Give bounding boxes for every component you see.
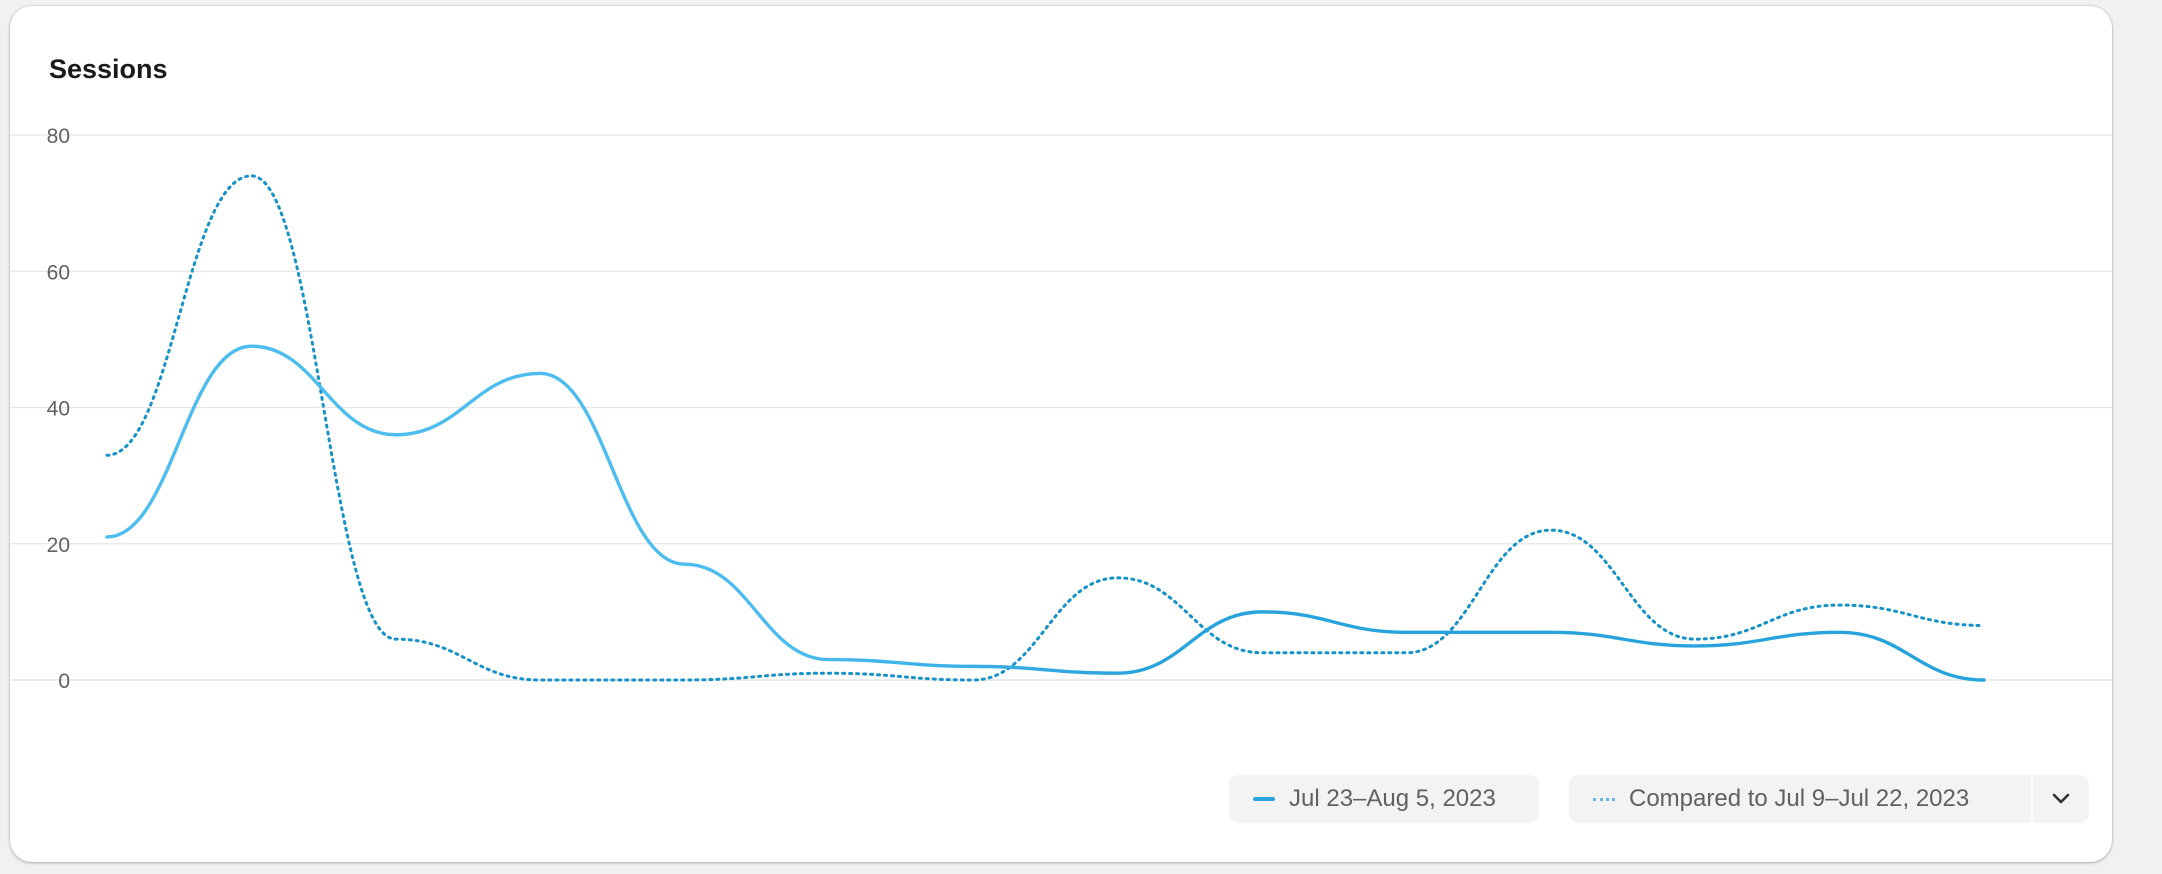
legend-comparison-period[interactable]: Compared to Jul 9–Jul 22, 2023 (1569, 775, 2031, 823)
series-line-comparison (105, 174, 1986, 682)
legend-current-label: Jul 23–Aug 5, 2023 (1289, 785, 1496, 812)
y-tick-label-0: 0 (58, 670, 70, 693)
y-tick-label-60: 60 (47, 261, 70, 284)
series-line-current (105, 344, 1986, 682)
solid-line-swatch-icon (1253, 797, 1275, 801)
chevron-down-icon (2052, 793, 2070, 804)
y-tick-label-40: 40 (47, 398, 70, 421)
legend-dropdown-button[interactable] (2033, 775, 2089, 823)
y-tick-label-20: 20 (47, 534, 70, 557)
dotted-line-swatch-icon (1593, 797, 1615, 801)
legend-current-period[interactable]: Jul 23–Aug 5, 2023 (1229, 775, 1539, 823)
y-tick-label-80: 80 (47, 125, 70, 148)
card-title: Sessions (49, 54, 168, 84)
legend-compare-label: Compared to Jul 9–Jul 22, 2023 (1629, 785, 1970, 812)
